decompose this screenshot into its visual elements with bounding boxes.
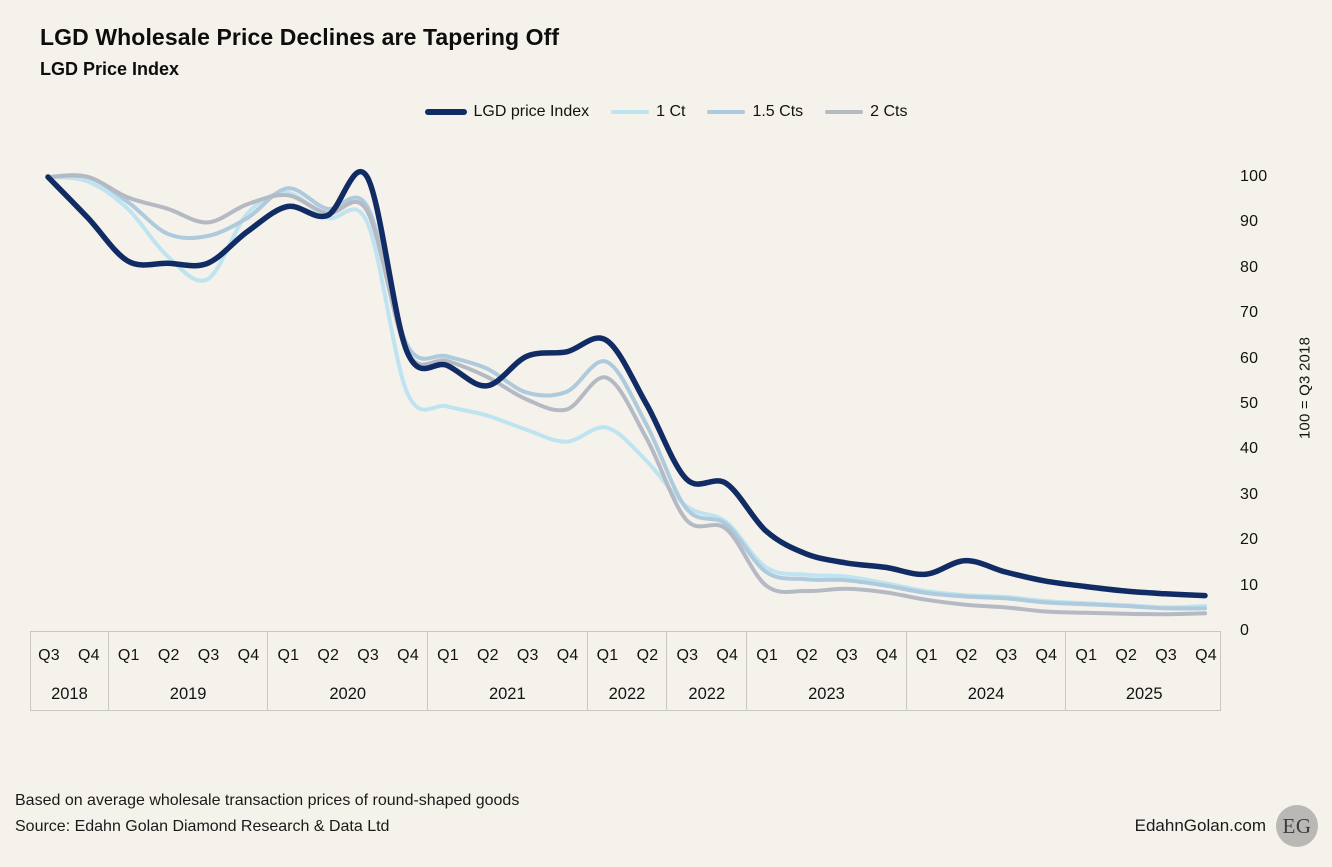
brand-block: EdahnGolan.com EG xyxy=(1135,805,1318,847)
y-axis-tick-label: 10 xyxy=(1240,576,1259,594)
x-axis-quarter-label: Q2 xyxy=(955,647,978,664)
x-axis-year-label: 2018 xyxy=(51,685,88,703)
y-axis-tick-label: 20 xyxy=(1240,531,1259,549)
x-axis-year-group: Q1 Q2 Q3 Q4 2024 xyxy=(907,632,1067,710)
x-axis-year-label: 2021 xyxy=(488,685,526,703)
x-axis-year-label: 2020 xyxy=(329,685,367,703)
x-axis-year-label: 2019 xyxy=(169,685,207,703)
legend-item-lgd-price-index: LGD price Index xyxy=(424,103,590,121)
x-axis-quarter-label: Q3 xyxy=(676,647,699,664)
x-axis-quarter-label: Q4 xyxy=(78,647,100,664)
x-axis-quarter-label: Q3 xyxy=(995,647,1018,664)
eg-logo-icon: EG xyxy=(1276,805,1318,847)
x-axis-quarter-label: Q1 xyxy=(756,647,778,664)
x-axis-quarter-label: Q4 xyxy=(397,647,419,664)
y-axis-tick-label: 40 xyxy=(1240,440,1259,458)
x-axis-quarter-label: Q4 xyxy=(1035,647,1058,664)
y-axis-tick-label: 0 xyxy=(1240,622,1250,639)
x-axis-quarter-label: Q3 xyxy=(836,647,858,664)
x-axis-quarter-label: Q4 xyxy=(556,647,579,664)
y-axis-tick-label: 70 xyxy=(1240,304,1259,322)
legend-label: LGD price Index xyxy=(473,103,590,120)
x-axis-quarter-label: Q2 xyxy=(157,647,180,664)
series-line-lgd-price-index xyxy=(45,169,1208,599)
x-axis-quarter-label: Q3 xyxy=(38,647,60,664)
x-axis-year-group: Q3 Q4 2022 xyxy=(667,632,748,710)
x-axis-quarter-label: Q1 xyxy=(1075,647,1098,664)
series-line-2-cts xyxy=(46,173,1207,617)
x-axis-quarter-label: Q1 xyxy=(915,647,938,664)
page-title: LGD Wholesale Price Declines are Taperin… xyxy=(40,24,560,50)
x-axis-quarter-label: Q1 xyxy=(117,647,140,664)
x-axis-quarter-label: Q2 xyxy=(636,647,659,664)
x-axis-year-group: Q3 Q4 2018 xyxy=(31,632,109,710)
x-axis-quarter-label: Q2 xyxy=(317,647,340,664)
x-axis-quarter-label: Q1 xyxy=(437,647,459,664)
x-axis-year-group: Q1 Q2 Q3 Q4 2021 xyxy=(428,632,588,710)
legend-swatch-icon xyxy=(424,109,467,115)
x-axis-quarter-label: Q1 xyxy=(277,647,300,664)
chart-legend: LGD price Index 1 Ct 1.5 Cts 2 Cts xyxy=(0,103,1332,121)
y-axis-tick-label: 30 xyxy=(1240,485,1259,503)
x-axis-year-group: Q1 Q2 Q3 Q4 2019 xyxy=(109,632,269,710)
x-axis-quarter-label: Q2 xyxy=(1115,647,1138,664)
legend-swatch-icon xyxy=(707,109,746,115)
x-axis: Q3 Q4 2018 Q1 Q2 Q3 Q4 2019 Q1 Q2 Q3 Q4 2020 Q1 Q2 Q3 Q4… xyxy=(30,631,1221,711)
x-axis-quarter-label: Q3 xyxy=(357,647,380,664)
x-axis-quarter-label: Q1 xyxy=(596,647,619,664)
footer-note: Based on average wholesale transaction p… xyxy=(15,792,520,809)
y-axis-tick-label: 60 xyxy=(1240,349,1259,367)
y-axis-title: 100 = Q3 2018 xyxy=(1296,336,1314,440)
legend-item-2-cts: 2 Cts xyxy=(825,103,907,121)
x-axis-quarter-label: Q3 xyxy=(197,647,220,664)
x-axis-year-label: 2022 xyxy=(688,685,726,703)
x-axis-quarter-label: Q4 xyxy=(237,647,260,664)
x-axis-quarter-label: Q3 xyxy=(516,647,539,664)
y-axis-tick-label: 50 xyxy=(1240,395,1259,412)
x-axis-year-label: 2024 xyxy=(967,685,1005,703)
x-axis-year-group: Q1 Q2 Q3 Q4 2020 xyxy=(268,632,428,710)
x-axis-quarter-label: Q4 xyxy=(716,647,739,664)
x-axis-year-label: 2025 xyxy=(1125,685,1163,703)
x-axis-quarter-label: Q2 xyxy=(476,647,499,664)
legend-label: 1.5 Cts xyxy=(752,103,804,120)
x-axis-quarter-label: Q4 xyxy=(1195,647,1217,664)
x-axis-year-group: Q1 Q2 Q3 Q4 2023 xyxy=(747,632,907,710)
x-axis-year-label: 2022 xyxy=(608,685,646,703)
brand-url: EdahnGolan.com xyxy=(1134,816,1266,835)
legend-item-1-ct: 1 Ct xyxy=(611,103,685,121)
x-axis-quarter-label: Q4 xyxy=(875,647,898,664)
y-axis-tick-label: 90 xyxy=(1240,213,1259,231)
x-axis-year-group: Q1 Q2 Q3 Q4 2025 xyxy=(1066,632,1222,710)
footer-source: Source: Edahn Golan Diamond Research & D… xyxy=(15,818,390,835)
legend-swatch-icon xyxy=(825,109,864,115)
y-axis-tick-label: 80 xyxy=(1240,258,1259,276)
legend-label: 1 Ct xyxy=(656,103,686,120)
legend-swatch-icon xyxy=(611,109,650,115)
x-axis-quarter-label: Q3 xyxy=(1155,647,1177,664)
x-axis-year-label: 2023 xyxy=(808,685,845,703)
legend-item-1-5-cts: 1.5 Cts xyxy=(707,103,803,121)
page-subtitle: LGD Price Index xyxy=(40,59,180,79)
series-line-1-ct xyxy=(46,175,1207,610)
legend-label: 2 Cts xyxy=(870,103,908,120)
x-axis-year-group: Q1 Q2 2022 xyxy=(588,632,668,710)
x-axis-quarter-label: Q2 xyxy=(796,647,818,664)
series-line-1-5-cts xyxy=(46,173,1207,611)
y-axis-tick-label: 100 xyxy=(1240,168,1268,185)
